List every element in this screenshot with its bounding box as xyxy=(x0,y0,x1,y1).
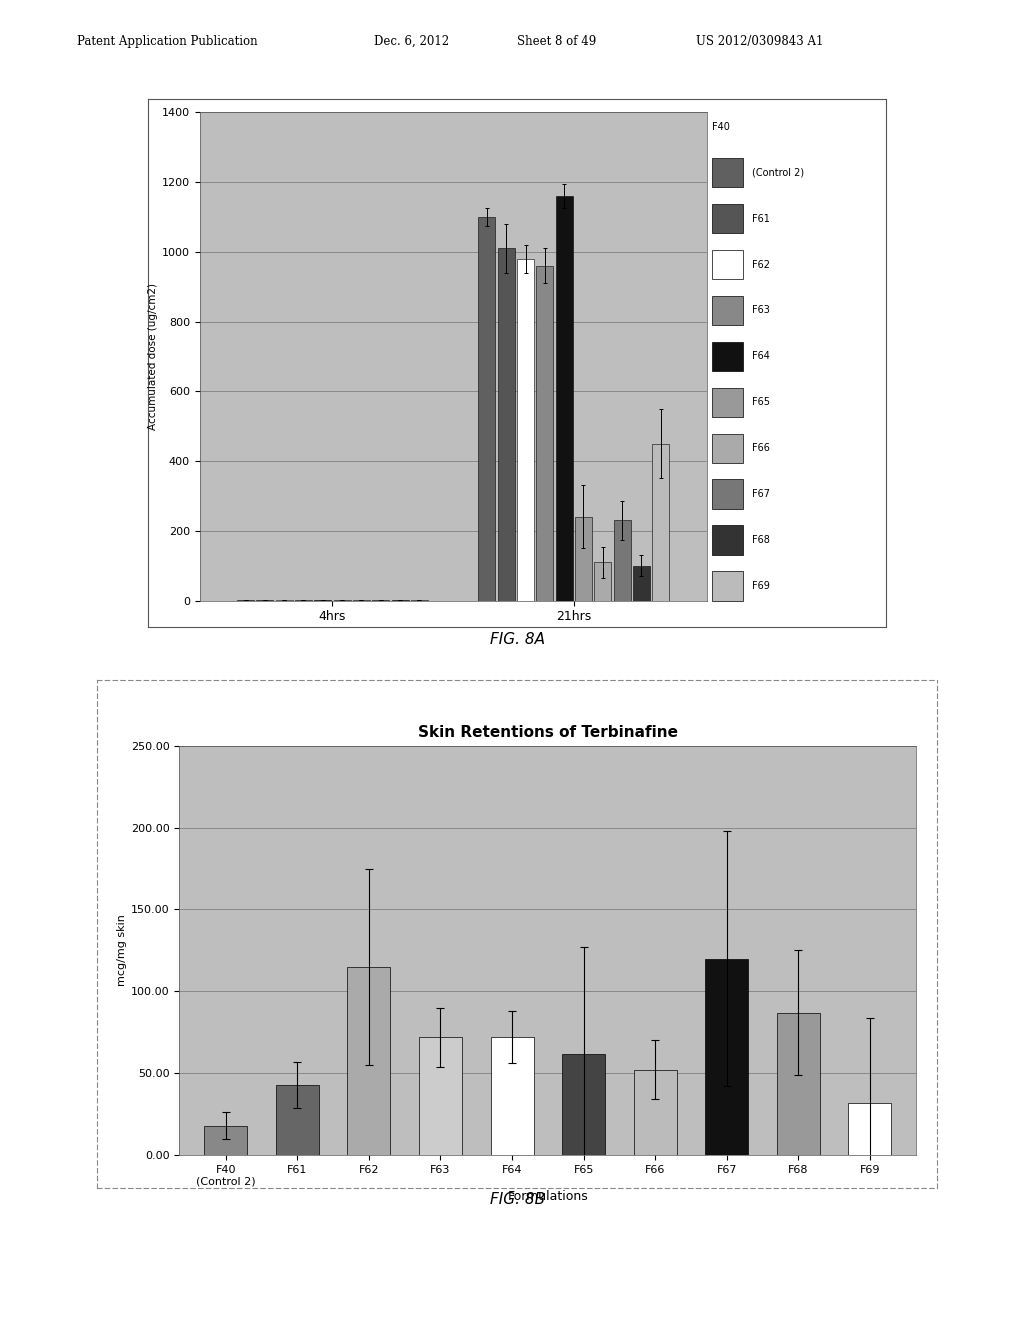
Text: F66: F66 xyxy=(752,444,770,453)
Bar xyxy=(706,958,749,1155)
Text: F64: F64 xyxy=(752,351,770,362)
Text: F63: F63 xyxy=(752,305,770,315)
Bar xyxy=(490,1038,534,1155)
Text: (Control 2): (Control 2) xyxy=(752,168,804,178)
Bar xyxy=(613,520,631,601)
Y-axis label: mcg/mg skin: mcg/mg skin xyxy=(117,915,127,986)
Bar xyxy=(419,1038,462,1155)
Bar xyxy=(204,1126,247,1155)
Text: FIG. 8B: FIG. 8B xyxy=(489,1192,545,1206)
Title: Skin Retentions of Terbinafine: Skin Retentions of Terbinafine xyxy=(418,726,678,741)
Bar xyxy=(712,158,743,187)
Bar xyxy=(712,205,743,234)
Text: Sheet 8 of 49: Sheet 8 of 49 xyxy=(517,34,596,48)
Bar xyxy=(712,433,743,463)
Text: FIG. 8A: FIG. 8A xyxy=(489,632,545,647)
Text: US 2012/0309843 A1: US 2012/0309843 A1 xyxy=(696,34,823,48)
Bar xyxy=(712,342,743,371)
X-axis label: Formulations: Formulations xyxy=(508,1191,588,1204)
Bar xyxy=(712,479,743,508)
Bar xyxy=(712,388,743,417)
Text: Dec. 6, 2012: Dec. 6, 2012 xyxy=(374,34,449,48)
Bar xyxy=(712,296,743,325)
Bar xyxy=(594,562,611,601)
Bar xyxy=(712,572,743,601)
Bar xyxy=(633,566,650,601)
Bar xyxy=(478,216,496,601)
Bar xyxy=(498,248,515,601)
Bar xyxy=(537,265,553,601)
Bar xyxy=(712,525,743,554)
Text: F69: F69 xyxy=(752,581,770,591)
Bar xyxy=(275,1085,318,1155)
Text: F65: F65 xyxy=(752,397,770,408)
Bar xyxy=(777,1012,820,1155)
Text: F62: F62 xyxy=(752,260,770,269)
Bar xyxy=(634,1071,677,1155)
Text: Patent Application Publication: Patent Application Publication xyxy=(77,34,257,48)
Bar xyxy=(574,517,592,601)
Text: F67: F67 xyxy=(752,490,770,499)
Bar xyxy=(562,1053,605,1155)
Text: F61: F61 xyxy=(752,214,770,223)
Y-axis label: Accumulated dose (ug/cm2): Accumulated dose (ug/cm2) xyxy=(147,282,158,430)
Text: F40: F40 xyxy=(712,121,729,132)
Bar xyxy=(517,259,535,601)
Bar xyxy=(556,195,572,601)
Bar xyxy=(347,966,390,1155)
Bar xyxy=(849,1102,892,1155)
Bar xyxy=(652,444,670,601)
Bar xyxy=(712,249,743,280)
Text: F68: F68 xyxy=(752,535,770,545)
